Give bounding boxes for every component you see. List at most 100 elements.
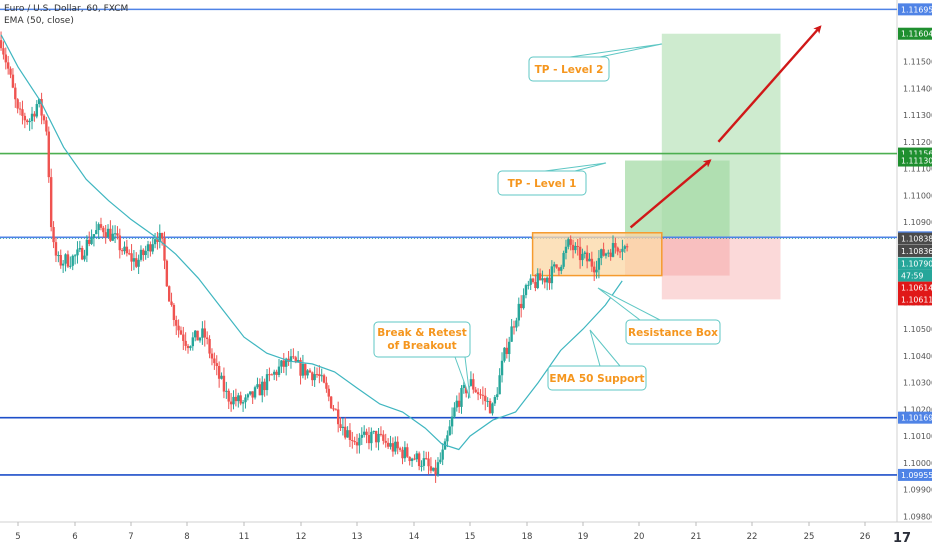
candle-body [505,347,509,355]
candle-body [232,396,235,405]
candle [217,361,221,388]
candle [479,389,482,399]
candle [120,247,124,255]
candle [496,387,499,400]
candle-body [597,258,601,270]
candle-body [14,87,17,100]
candle-body [116,233,119,236]
candle [320,368,323,382]
y-tick-label: 1.11500 [903,58,932,67]
candle-body [191,337,195,347]
candle-body [30,113,34,122]
candle [410,457,414,467]
candle [453,402,456,419]
candle-body [588,258,591,262]
candle [287,351,290,366]
candle [299,357,302,385]
candle [57,251,60,263]
candle-body [585,252,589,262]
break-retest-pointer [454,356,471,399]
candle-body [429,466,433,471]
candle-body [422,458,426,466]
candle [270,373,274,376]
candle-body [336,409,340,425]
price-tag: 1.10790 [898,257,932,270]
y-tick-label: 1.10500 [903,325,932,334]
candle-body [571,244,575,251]
candle-body [510,326,513,342]
candle-body [111,233,114,241]
candle [500,352,504,383]
candle-body [508,341,511,355]
candle-body [83,255,86,260]
tradingview-logo[interactable]: 17 [893,531,912,546]
candle-body [120,250,124,252]
candle-body [531,278,535,283]
candle [474,386,477,393]
x-tick-label: 11 [239,532,250,542]
candle-body [581,253,584,261]
candle-body [38,99,41,105]
symbol-title[interactable]: Euro / U.S. Dollar, 60, FXCM [4,4,129,14]
candle-body [0,40,3,49]
candle [348,423,352,448]
candle [292,348,295,360]
candle-body [339,424,342,429]
price-tag: 1.10169 [898,411,932,424]
candle [574,242,577,254]
candle [415,450,418,463]
y-tick-label: 1.11000 [903,191,932,200]
candle-body [16,99,19,109]
candle-body [59,255,62,266]
candle-body [182,334,185,341]
candle-body [517,303,520,321]
x-tick-label: 14 [409,532,420,542]
resistance-box-callout-box [625,319,721,345]
candle [332,405,335,412]
candle-body [106,228,110,238]
candle [450,407,454,435]
candle [241,399,245,412]
candle [170,292,173,307]
candle [394,436,397,455]
break-retest-text: Break & Retest [377,327,466,339]
candle [234,388,238,407]
candle-body [268,374,271,376]
indicator-label[interactable]: EMA (50, close) [4,16,74,26]
candle-body [353,440,356,443]
candle [99,217,103,231]
candle [172,303,176,327]
x-tick-label: 25 [804,532,815,542]
candle-body [301,363,305,376]
candle-body [11,74,15,88]
candle-body [213,358,216,364]
candle-body [593,266,596,273]
candle [441,443,444,466]
candle-body [146,244,150,252]
candle [239,391,242,406]
candle-body [479,394,482,396]
candle-body [621,248,624,252]
y-tick-label: 1.09800 [903,512,932,521]
candle-body [28,121,31,123]
candle-body [263,381,266,391]
candle [524,283,528,299]
candle [311,371,314,387]
candle-body [439,459,442,463]
projection-arrow-2 [717,25,822,143]
candle [282,353,285,373]
candle-body [491,403,494,414]
candle [78,240,82,253]
candle [229,392,233,412]
candle-body [360,434,363,438]
x-tick-label: 15 [465,532,476,542]
candle-body [6,62,10,69]
candle-body [379,433,383,435]
candle-body [26,120,29,123]
candle [488,398,492,414]
candle-body [42,115,46,121]
candle [406,443,409,458]
candle [536,268,539,290]
